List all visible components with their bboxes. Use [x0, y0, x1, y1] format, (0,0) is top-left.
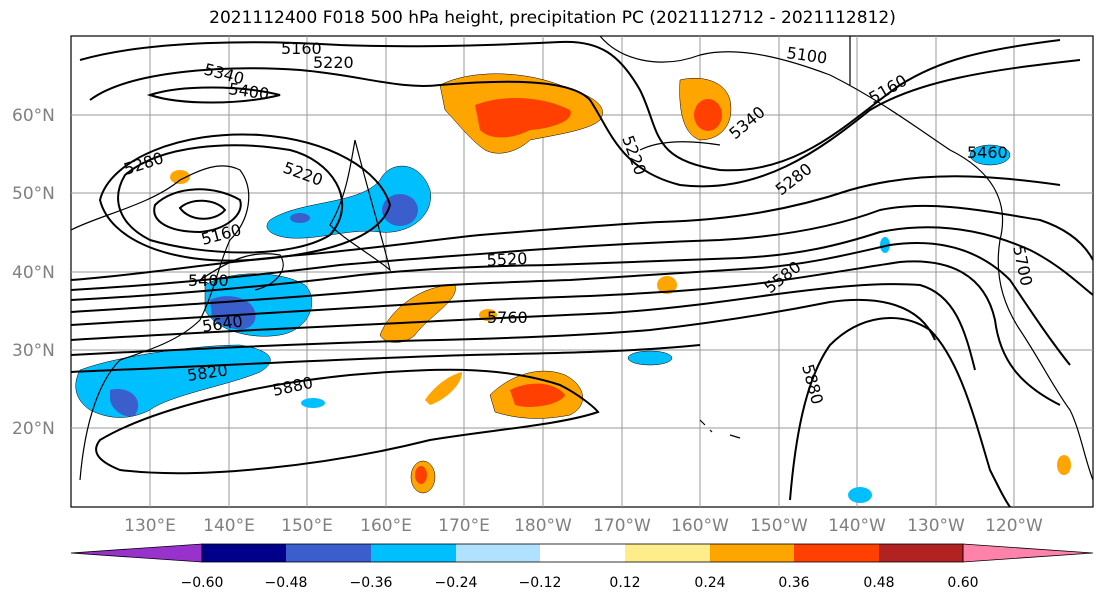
colorbar-tick: −0.12: [519, 575, 562, 591]
colorbar-segment: [540, 544, 625, 562]
map-title: 2021112400 F018 500 hPa height, precipit…: [209, 8, 896, 28]
colorbar-tick: −0.60: [181, 575, 224, 591]
lon-label: 160°W: [671, 516, 729, 536]
latitude-labels: 60°N 50°N 40°N 30°N 20°N: [12, 106, 55, 439]
colorbar-tick: 0.60: [947, 575, 978, 591]
lon-label: 180°W: [514, 516, 572, 536]
colorbar-segment: [456, 544, 540, 562]
lon-label: 150°W: [750, 516, 808, 536]
colorbar-tick: −0.48: [265, 575, 308, 591]
colorbar-segment: [202, 544, 286, 562]
height-contours: [70, 39, 1094, 508]
lon-label: 140°E: [203, 516, 255, 536]
lon-label: 120°W: [985, 516, 1043, 536]
contour-label: 5220: [313, 53, 354, 72]
contour-label: 5160: [281, 39, 322, 58]
colorbar-frame: [201, 543, 964, 563]
map-panel: 5160 5220 5340 5400 5100 5160 5280 5220 …: [70, 35, 1094, 508]
colorbar-tick: 0.48: [863, 575, 894, 591]
colorbar: −0.60 −0.48 −0.36 −0.24 −0.12 0.12 0.24 …: [70, 543, 1094, 591]
colorbar-segment: [710, 544, 794, 562]
colorbar-extend-min: [70, 543, 203, 563]
lat-label: 30°N: [12, 341, 55, 361]
colorbar-segment: [794, 544, 879, 562]
lon-label: 130°E: [124, 516, 176, 536]
lon-label: 130°W: [907, 516, 965, 536]
colorbar-segment: [286, 544, 371, 562]
longitude-labels: 130°E 140°E 150°E 160°E 170°E 180°W 170°…: [124, 516, 1043, 536]
colorbar-tick: −0.24: [435, 575, 478, 591]
precip-negative: [75, 144, 1011, 503]
coastlines: [70, 35, 1094, 481]
colorbar-segment: [625, 544, 710, 562]
gridlines: [71, 36, 1093, 507]
colorbar-tick: 0.24: [694, 575, 725, 591]
lon-label: 150°E: [281, 516, 333, 536]
colorbar-tick: 0.12: [609, 575, 640, 591]
colorbar-segment: [371, 544, 456, 562]
lat-label: 60°N: [12, 106, 55, 126]
lat-label: 20°N: [12, 419, 55, 439]
colorbar-segment: [879, 544, 963, 562]
lon-label: 170°W: [593, 516, 651, 536]
contour-label: 5760: [487, 308, 528, 327]
colorbar-tick: 0.36: [778, 575, 809, 591]
lat-label: 40°N: [12, 263, 55, 283]
colorbar-ticks: −0.60 −0.48 −0.36 −0.24 −0.12 0.12 0.24 …: [181, 575, 979, 591]
colorbar-tick: −0.36: [350, 575, 393, 591]
lon-label: 140°W: [828, 516, 886, 536]
lon-label: 170°E: [438, 516, 490, 536]
lat-label: 50°N: [12, 184, 55, 204]
lon-label: 160°E: [360, 516, 412, 536]
colorbar-segments: [70, 543, 1094, 563]
contour-label: 5400: [188, 271, 229, 290]
colorbar-extend-max: [962, 543, 1094, 563]
contour-label: 5520: [486, 249, 528, 270]
contour-label: 5460: [967, 143, 1008, 162]
